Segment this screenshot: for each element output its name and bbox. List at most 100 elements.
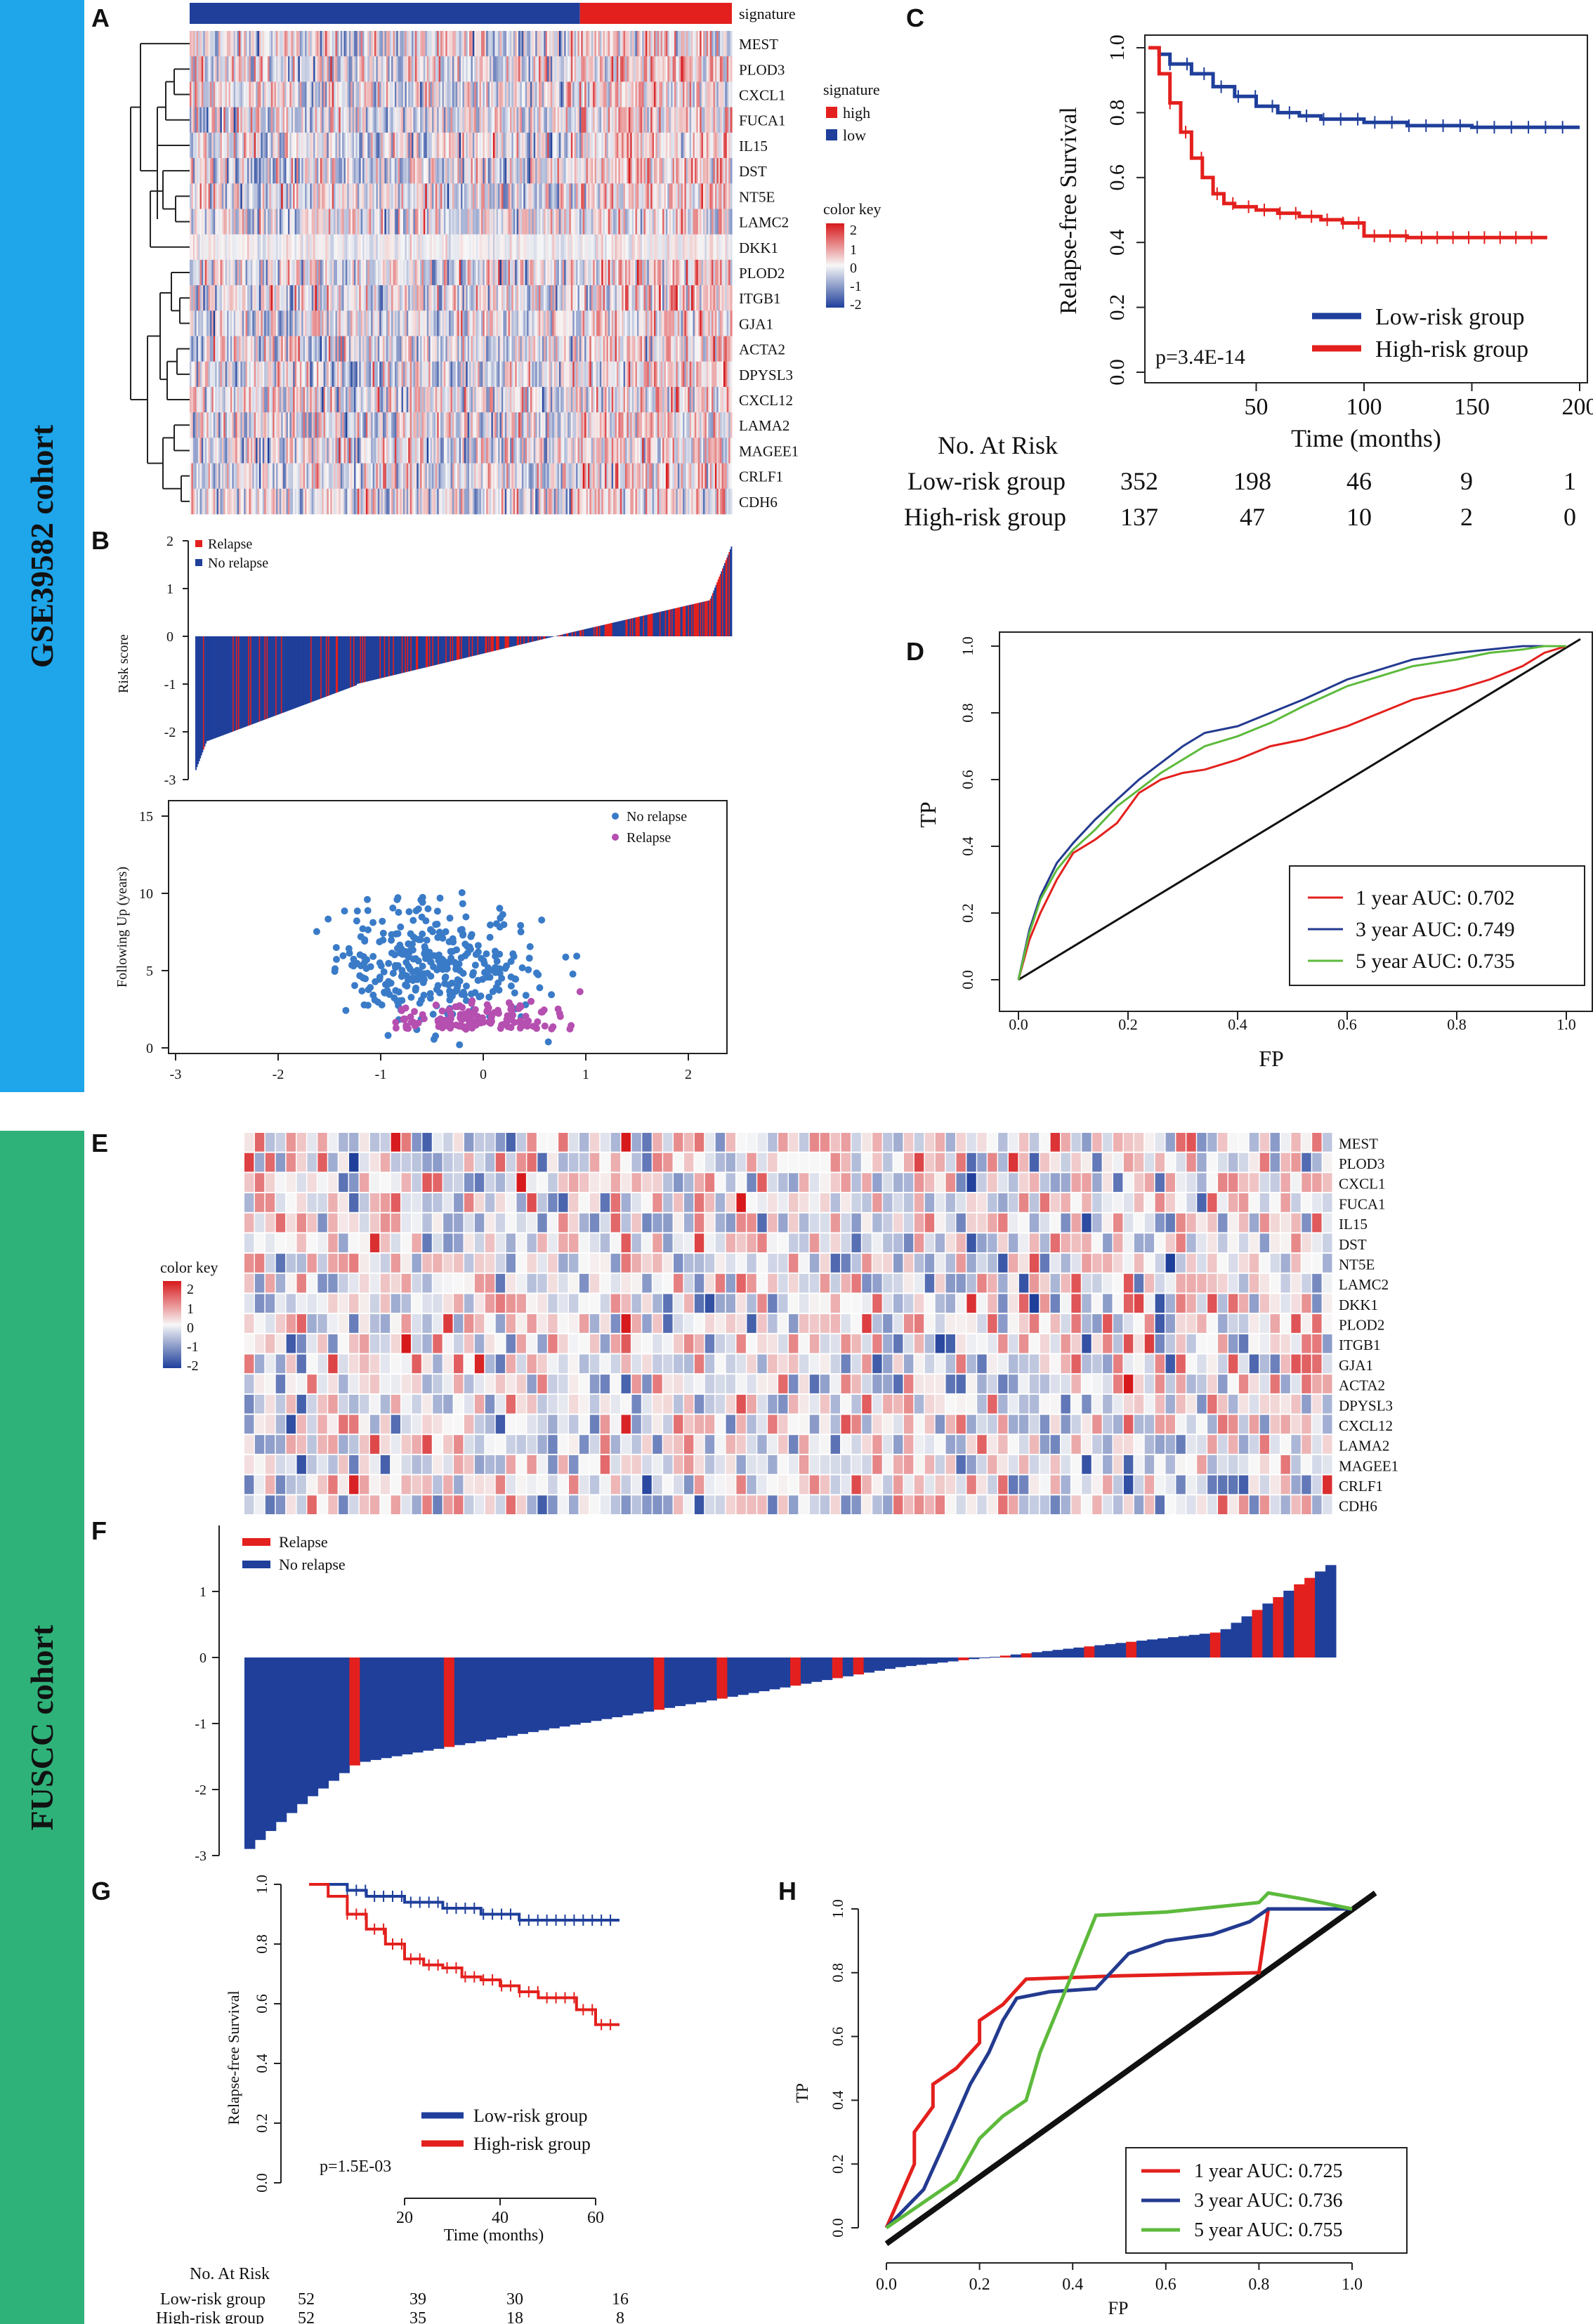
heatmap-cell	[235, 132, 238, 159]
heatmap-cell	[266, 209, 268, 235]
heatmap-cell	[718, 158, 721, 184]
heatmap-cell	[560, 183, 563, 209]
heatmap-cell	[371, 234, 374, 261]
heatmap-cell	[616, 107, 619, 133]
heatmap-cell	[227, 310, 230, 336]
heatmap-cell	[235, 31, 238, 57]
heatmap-cell	[464, 386, 466, 413]
heatmap-cell	[216, 285, 219, 311]
heatmap-cell	[642, 386, 645, 413]
heatmap-cell	[576, 183, 579, 209]
heatmap-cell	[199, 132, 202, 159]
heatmap-cell	[431, 285, 434, 311]
heatmap-cell	[516, 285, 519, 311]
heatmap-cell	[605, 107, 608, 133]
heatmap-cell	[359, 386, 362, 413]
heatmap-cell	[701, 132, 704, 159]
heatmap-cell	[247, 56, 250, 82]
heatmap-cell	[325, 310, 328, 336]
heatmap-cell	[405, 183, 407, 209]
heatmap-cell	[430, 183, 433, 209]
heatmap-cell	[449, 285, 452, 311]
heatmap-cell	[598, 81, 601, 107]
heatmap-cell	[267, 183, 270, 209]
heatmap-cell	[567, 361, 570, 388]
heatmap-cell	[310, 412, 313, 438]
heatmap-cell	[636, 234, 639, 261]
heatmap-cell	[704, 209, 707, 235]
heatmap-cell	[311, 183, 314, 209]
heatmap-cell	[452, 285, 454, 311]
heatmap-cell	[486, 31, 489, 57]
heatmap-cell	[577, 259, 580, 286]
heatmap-cell	[616, 234, 619, 261]
heatmap-cell	[479, 107, 482, 133]
heatmap-cell	[430, 259, 433, 286]
heatmap-cell	[428, 285, 431, 311]
heatmap-cell	[581, 285, 584, 311]
heatmap-cell	[538, 132, 541, 159]
heatmap-cell	[664, 209, 667, 235]
heatmap-cell	[535, 361, 538, 388]
heatmap-cell	[581, 158, 584, 184]
heatmap-cell	[230, 81, 232, 107]
heatmap-cell	[572, 183, 575, 209]
heatmap-cell	[402, 56, 405, 82]
heatmap-cell	[196, 183, 199, 209]
heatmap-cell	[672, 183, 675, 209]
heatmap-cell	[549, 56, 551, 82]
heatmap-cell	[327, 158, 329, 184]
heatmap-cell	[310, 107, 313, 133]
heatmap-cell	[655, 107, 658, 133]
heatmap-cell	[728, 183, 731, 209]
heatmap-cell	[450, 285, 453, 311]
heatmap-cell	[393, 412, 395, 438]
heatmap-cell	[513, 158, 516, 184]
heatmap-cell	[206, 81, 209, 107]
heatmap-cell	[508, 310, 511, 336]
heatmap-cell	[516, 31, 519, 57]
heatmap-cell	[452, 56, 454, 82]
heatmap-cell	[608, 234, 610, 261]
heatmap-cell	[347, 158, 350, 184]
heatmap-cell	[192, 31, 195, 57]
heatmap-cell	[593, 285, 596, 311]
heatmap-cell	[613, 107, 616, 133]
heatmap-cell	[587, 107, 590, 133]
heatmap-cell	[618, 386, 621, 413]
heatmap-cell	[570, 259, 573, 286]
heatmap-cell	[537, 56, 539, 82]
heatmap-cell	[357, 158, 360, 184]
heatmap-cell	[213, 31, 216, 57]
heatmap-cell	[261, 56, 263, 82]
heatmap-cell	[320, 310, 322, 336]
heatmap-cell	[535, 234, 538, 261]
heatmap-cell	[221, 56, 224, 82]
heatmap-cell	[360, 234, 363, 261]
heatmap-cell	[466, 361, 468, 388]
heatmap-cell	[450, 158, 453, 184]
heatmap-cell	[587, 31, 590, 57]
heatmap-cell	[501, 361, 504, 388]
heatmap-cell	[305, 412, 308, 438]
heatmap-cell	[276, 234, 279, 261]
heatmap-cell	[508, 81, 511, 107]
heatmap-cell	[450, 386, 453, 413]
heatmap-cell	[389, 209, 392, 235]
heatmap-cell	[547, 107, 550, 133]
heatmap-cell	[413, 158, 416, 184]
heatmap-cell	[683, 132, 686, 159]
heatmap-cell	[665, 336, 668, 362]
heatmap-cell	[560, 259, 563, 286]
heatmap-cell	[503, 386, 506, 413]
heatmap-cell	[401, 158, 404, 184]
heatmap-cell	[376, 31, 379, 57]
heatmap-cell	[528, 336, 531, 362]
heatmap-cell	[714, 132, 717, 159]
heatmap-cell	[228, 183, 231, 209]
heatmap-cell	[228, 209, 231, 235]
heatmap-cell	[417, 234, 419, 261]
heatmap-cell	[279, 336, 282, 362]
heatmap-cell	[256, 132, 258, 159]
heatmap-cell	[334, 132, 336, 159]
